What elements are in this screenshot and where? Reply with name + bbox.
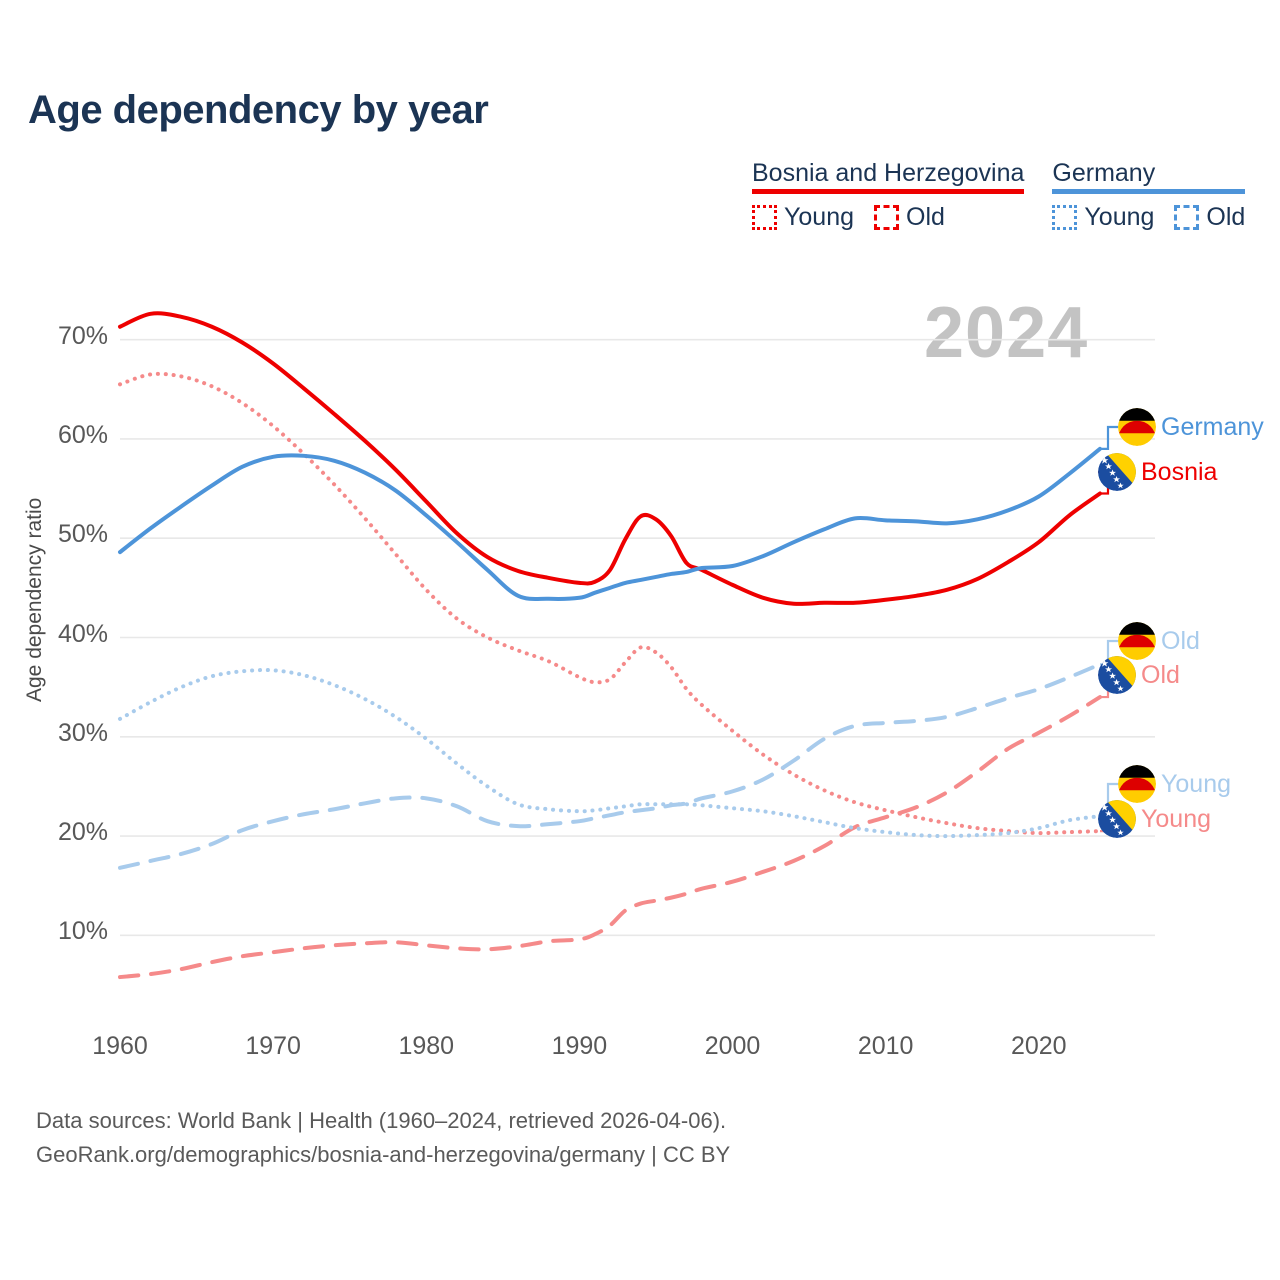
y-tick-label: 30% [57,718,108,747]
footer: Data sources: World Bank | Health (1960–… [36,1104,730,1172]
bosnia-flag-icon [1098,800,1136,838]
germany-flag-icon [1118,622,1156,660]
legend-item-germany-young[interactable]: Young [1052,203,1154,232]
end-label-text: Bosnia [1141,457,1218,486]
dotted-square-icon [1052,205,1078,231]
legend-group-germany: Germany Young Old [1052,159,1246,232]
series-line-bosnia_old [118,695,1102,980]
end-label-germany-old[interactable]: Old [1118,622,1200,660]
x-tick-label: 1990 [551,1032,608,1060]
bosnia-flag-icon [1098,656,1136,694]
y-tick-label: 10% [57,917,108,946]
dotted-square-icon [752,205,777,231]
dashed-square-icon [874,205,899,231]
x-tick-label: 1970 [245,1032,301,1060]
end-label-germany-total[interactable]: Germany [1118,408,1264,446]
legend-items-germany: Young Old [1052,203,1245,232]
legend-label-bosnia-young: Young [784,203,854,232]
series-line-germany_total [118,446,1102,601]
legend-label-bosnia-old: Old [906,203,945,232]
y-tick-label: 70% [57,321,108,350]
end-label-germany-young[interactable]: Young [1118,765,1231,803]
dashed-square-icon [1174,205,1200,231]
series-line-germany_young [118,667,1102,839]
y-tick-label: 20% [57,818,108,847]
legend-item-bosnia-old[interactable]: Old [874,203,945,232]
legend-rule-bosnia [752,189,1025,195]
legend-country-germany: Germany [1052,159,1156,187]
germany-flag-icon [1118,765,1156,803]
footer-data-sources: Data sources: World Bank | Health (1960–… [36,1108,727,1133]
bosnia-flag-icon [1098,453,1136,491]
legend-item-germany-old[interactable]: Old [1174,203,1245,232]
watermark-year: 2024 [924,293,1089,373]
series-line-bosnia_young [118,371,1102,836]
end-label-bosnia-young[interactable]: Young [1098,800,1211,838]
end-label-text: Germany [1161,412,1264,441]
leader-line [1100,425,1118,450]
end-label-text: Old [1141,660,1180,689]
end-label-text: Young [1161,769,1231,798]
end-label-text: Old [1161,626,1200,655]
x-tick-label: 1960 [92,1032,148,1060]
y-tick-label: 60% [57,420,108,449]
end-label-text: Young [1141,804,1211,833]
legend-label-germany-old: Old [1206,203,1246,232]
page-title: Age dependency by year [28,88,489,132]
series-lines [118,311,1102,980]
legend-group-bosnia: Bosnia and Herzegovina Young Old [752,159,1025,232]
x-tick-label: 2010 [857,1032,914,1060]
legend-country-bosnia: Bosnia and Herzegovina [752,159,1025,187]
y-tick-label: 40% [57,619,108,648]
legend-label-germany-young: Young [1084,203,1155,232]
germany-flag-icon [1118,408,1156,446]
gridlines [120,338,1155,937]
end-label-bosnia-total[interactable]: Bosnia [1098,453,1217,491]
x-tick-label: 2020 [1010,1032,1067,1060]
legend-rule-germany [1052,189,1246,195]
x-tick-label: 2000 [704,1032,761,1060]
x-tick-label: 1980 [398,1032,455,1060]
chart-legend: Bosnia and Herzegovina Young Old Germany… [752,159,1246,232]
y-tick-label: 50% [57,520,108,549]
end-label-bosnia-old[interactable]: Old [1098,656,1180,694]
legend-items-bosnia: Young Old [752,203,1024,232]
series-line-germany_old [118,662,1102,870]
footer-attribution: GeoRank.org/demographics/bosnia-and-herz… [36,1142,731,1168]
legend-item-bosnia-young[interactable]: Young [752,203,854,232]
